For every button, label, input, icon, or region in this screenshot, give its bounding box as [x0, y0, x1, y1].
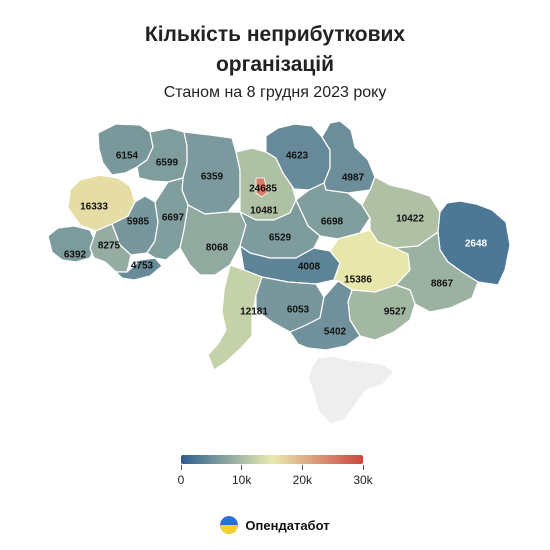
- brand-name: Опендатабот: [245, 517, 330, 533]
- scale-tick-label: 30k: [353, 473, 373, 487]
- region-value-ivano-frankivsk: 8275: [98, 241, 121, 252]
- region-value-zhytomyr: 6359: [201, 172, 224, 183]
- region-value-chernivtsi: 4753: [131, 261, 154, 272]
- scale-tick-mark: [180, 465, 182, 470]
- region-value-mykolaiv: 6053: [287, 305, 310, 316]
- map-subtitle: Станом на 8 грудня 2023 року: [163, 84, 387, 101]
- region-vinnytsia[interactable]: [179, 204, 247, 276]
- opendatabot-logo-icon: [220, 516, 239, 534]
- color-scale-bar: [181, 455, 363, 464]
- scale-tick-label: 10k: [231, 473, 252, 487]
- region-crimea[interactable]: [307, 355, 395, 425]
- region-labels: 6154 6599 6359 10481 24685 4623 4987 16333 5985 6…: [64, 151, 488, 338]
- region-value-odesa: 12181: [240, 307, 268, 318]
- region-value-poltava: 6698: [321, 217, 344, 228]
- scale-tick-label: 0: [177, 473, 185, 487]
- region-value-zakarpattia: 6392: [64, 250, 87, 261]
- region-value-kherson: 5402: [324, 327, 347, 338]
- region-value-kyiv-city: 24685: [249, 184, 277, 195]
- scale-tick-label: 20k: [292, 473, 313, 487]
- region-value-khmelnytskyi: 6697: [162, 213, 185, 224]
- title-line-2: організацій: [215, 53, 335, 76]
- region-value-lviv: 16333: [80, 202, 108, 213]
- region-kyiv-city[interactable]: [255, 177, 269, 198]
- region-value-dnipropetrovsk: 15386: [344, 275, 372, 286]
- brand-footer: Опендатабот: [0, 516, 550, 534]
- region-value-zaporizhzhia: 9527: [384, 307, 407, 318]
- map-title: Кількість неприбуткових організацій: [0, 20, 550, 80]
- region-value-kyiv-oblast: 10481: [250, 206, 278, 217]
- region-value-chernihiv: 4623: [286, 151, 309, 162]
- region-value-luhansk: 2648: [465, 239, 488, 250]
- region-value-cherkasy: 6529: [269, 233, 292, 244]
- region-value-kharkiv: 10422: [396, 214, 424, 225]
- scale-tick-mark: [301, 465, 303, 470]
- region-value-vinnytsia: 8068: [206, 243, 229, 254]
- region-value-volyn: 6154: [116, 151, 139, 162]
- region-donetsk[interactable]: [394, 231, 479, 313]
- region-value-kirovohrad: 4008: [298, 262, 321, 273]
- region-kherson[interactable]: [289, 280, 361, 351]
- region-chernivtsi[interactable]: [115, 257, 163, 281]
- title-line-1: Кількість неприбуткових: [144, 23, 406, 46]
- region-value-ternopil: 5985: [127, 217, 150, 228]
- scale-tick-mark: [241, 465, 243, 470]
- region-value-rivne: 6599: [156, 158, 179, 169]
- region-value-donetsk: 8867: [431, 279, 454, 290]
- region-value-sumy: 4987: [342, 173, 365, 184]
- region-shapes: [47, 120, 511, 425]
- scale-tick-mark: [362, 465, 364, 470]
